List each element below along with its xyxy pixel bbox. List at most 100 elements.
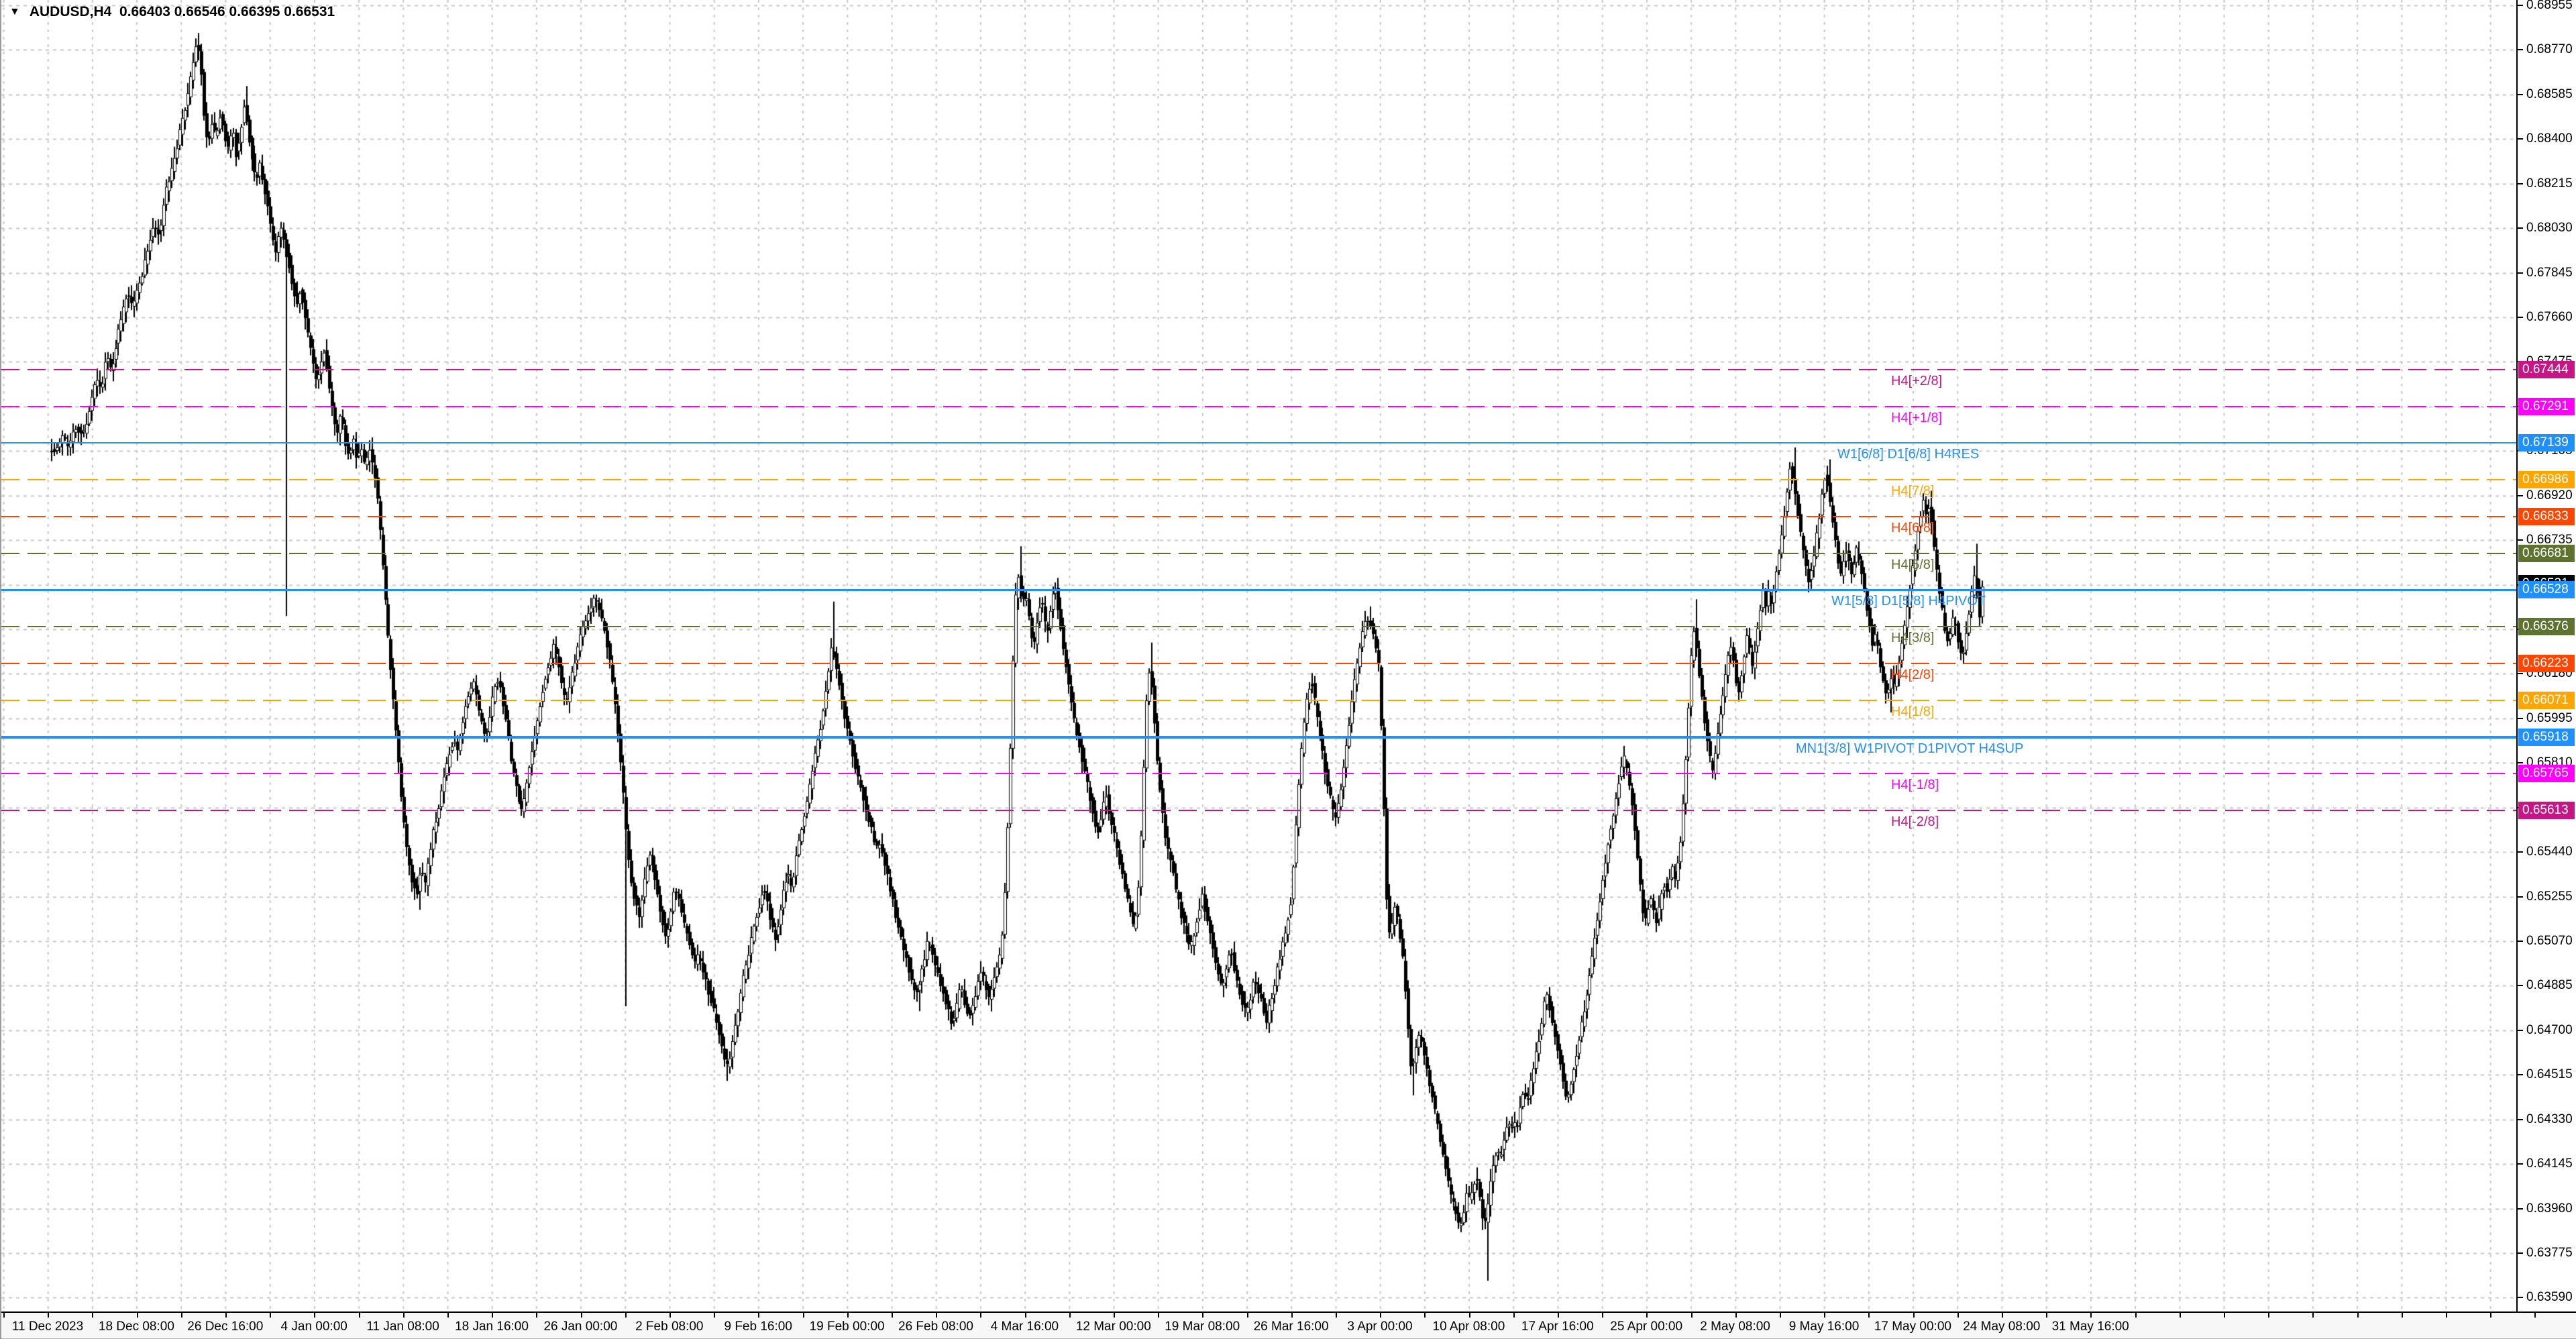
x-axis-tick-mark xyxy=(2401,1313,2403,1318)
x-axis-tick-mark xyxy=(625,1313,627,1318)
x-axis-time-label: 2 May 08:00 xyxy=(1700,1320,1770,1334)
y-axis-tick-label: 0.64700 xyxy=(2526,1022,2573,1037)
x-axis-tick-mark xyxy=(92,1313,94,1318)
x-axis-time-label: 25 Apr 00:00 xyxy=(1610,1320,1683,1334)
x-axis-time-label: 26 Mar 16:00 xyxy=(1253,1320,1329,1334)
price-badge-w1-6-8-d1-6-8-h4res: 0.67139 xyxy=(2518,434,2575,452)
ohlc-values: 0.66403 0.66546 0.66395 0.66531 xyxy=(119,4,335,19)
x-axis-time-label: 4 Jan 00:00 xyxy=(280,1320,347,1334)
level-line-h4-plus-2-8[interactable] xyxy=(1,368,2519,370)
x-axis-time-label: 9 Feb 16:00 xyxy=(724,1320,792,1334)
y-axis-tick-label: 0.64145 xyxy=(2526,1157,2573,1171)
x-axis-tick-mark xyxy=(980,1313,982,1318)
y-axis-tick-mark xyxy=(2518,673,2523,675)
x-axis-tick-mark xyxy=(1957,1313,1959,1318)
y-axis-tick-label: 0.66735 xyxy=(2526,533,2573,547)
x-axis-tick-mark xyxy=(1602,1313,1604,1318)
y-axis-tick-mark xyxy=(2518,49,2523,51)
x-axis-time-label: 18 Dec 08:00 xyxy=(98,1320,174,1334)
x-axis-tick-mark xyxy=(2046,1313,2048,1318)
level-line-h4-5-8[interactable] xyxy=(1,552,2519,554)
x-axis-tick-mark xyxy=(892,1313,893,1318)
x-axis-time-label: 18 Jan 16:00 xyxy=(455,1320,529,1334)
x-axis-tick-mark xyxy=(1024,1313,1026,1318)
x-axis-tick-mark xyxy=(225,1313,227,1318)
x-axis-tick-mark xyxy=(536,1313,538,1318)
x-axis-tick-mark xyxy=(1336,1313,1337,1318)
price-axis[interactable]: 0.68955 0.68770 0.68585 0.68400 0.68215 0.680… xyxy=(2516,0,2576,1311)
x-axis-tick-mark xyxy=(1824,1313,1826,1318)
level-line-w1-6-8-d1-6-8-h4res[interactable] xyxy=(1,442,2519,444)
x-axis-time-label: 31 May 16:00 xyxy=(2051,1320,2129,1334)
time-axis[interactable]: 11 Dec 2023 18 Dec 08:00 26 Dec 16:00 4 Jan… xyxy=(1,1311,2576,1339)
x-axis-tick-mark xyxy=(48,1313,50,1318)
y-axis-tick-label: 0.68770 xyxy=(2526,42,2573,57)
y-axis-tick-label: 0.67845 xyxy=(2526,265,2573,280)
x-axis-time-label: 11 Jan 08:00 xyxy=(366,1320,439,1334)
x-axis-time-label: 9 May 16:00 xyxy=(1788,1320,1860,1334)
level-line-h4-minus-2-8[interactable] xyxy=(1,810,2519,812)
y-axis-tick-mark xyxy=(2518,317,2523,318)
x-axis-time-label: 12 Mar 00:00 xyxy=(1075,1320,1151,1334)
price-badge-h4-1-8: 0.66071 xyxy=(2518,691,2575,709)
x-axis-tick-mark xyxy=(447,1313,449,1318)
x-axis-tick-mark xyxy=(136,1313,138,1318)
x-axis-time-label: 17 May 00:00 xyxy=(1874,1320,1951,1334)
price-badge-h4-3-8: 0.66376 xyxy=(2518,618,2575,636)
level-line-h4-plus-1-8[interactable] xyxy=(1,405,2519,407)
y-axis-tick-mark xyxy=(2518,896,2523,898)
x-axis-time-label: 4 Mar 16:00 xyxy=(990,1320,1059,1334)
level-label-h4-1-8: H4[1/8] xyxy=(1891,704,1935,719)
x-axis-time-label: 26 Feb 08:00 xyxy=(898,1320,973,1334)
x-axis-tick-mark xyxy=(1780,1313,1781,1318)
x-axis-tick-mark xyxy=(1558,1313,1559,1318)
level-label-h4-plus-1-8: H4[+1/8] xyxy=(1891,410,1943,425)
y-axis-tick-label: 0.68400 xyxy=(2526,131,2573,146)
level-label-w1-5-8-d1-5-8-h4pivot: W1[5/8] D1[5/8] H4PIVOT xyxy=(1831,594,1986,609)
price-badge-h4-minus-2-8: 0.65613 xyxy=(2518,802,2575,820)
level-line-h4-6-8[interactable] xyxy=(1,515,2519,517)
y-axis-tick-label: 0.63590 xyxy=(2526,1290,2573,1305)
price-badge-h4-plus-1-8: 0.67291 xyxy=(2518,397,2575,415)
level-label-h4-7-8: H4[7/8] xyxy=(1891,484,1935,499)
y-axis-tick-mark xyxy=(2518,851,2523,853)
level-line-h4-1-8[interactable] xyxy=(1,699,2519,701)
x-axis-tick-mark xyxy=(2490,1313,2492,1318)
y-axis-tick-mark xyxy=(2518,227,2523,229)
x-axis-time-label: 17 Apr 16:00 xyxy=(1521,1320,1594,1334)
x-axis-tick-mark xyxy=(1868,1313,1870,1318)
x-axis-tick-mark xyxy=(358,1313,360,1318)
x-axis-tick-mark xyxy=(580,1313,582,1318)
x-axis-tick-mark xyxy=(1424,1313,1426,1318)
x-axis-time-label: 26 Jan 00:00 xyxy=(543,1320,618,1334)
x-axis-tick-mark xyxy=(402,1313,405,1318)
x-axis-tick-mark xyxy=(2446,1313,2447,1318)
level-label-h4-3-8: H4[3/8] xyxy=(1891,631,1935,646)
y-axis-tick-label: 0.64330 xyxy=(2526,1112,2573,1126)
level-line-h4-minus-1-8[interactable] xyxy=(1,773,2519,775)
level-line-mn1-3-8-w1pivot-d1pivot-h4sup[interactable] xyxy=(1,735,2519,739)
level-line-h4-3-8[interactable] xyxy=(1,626,2519,628)
price-badge-h4-minus-1-8: 0.65765 xyxy=(2518,765,2575,783)
x-axis-tick-mark xyxy=(2312,1313,2314,1318)
y-axis-tick-mark xyxy=(2518,1118,2523,1120)
symbol-dropdown-arrow-icon[interactable]: ▼ xyxy=(9,6,20,17)
y-axis-tick-label: 0.63960 xyxy=(2526,1201,2573,1216)
y-axis-tick-label: 0.65995 xyxy=(2526,710,2573,725)
y-axis-tick-mark xyxy=(2518,138,2523,140)
y-axis-tick-mark xyxy=(2518,494,2523,496)
y-axis-tick-mark xyxy=(2518,1163,2523,1165)
y-axis-tick-label: 0.63775 xyxy=(2526,1246,2573,1261)
x-axis-tick-mark xyxy=(802,1313,804,1318)
x-axis-tick-mark xyxy=(1468,1313,1470,1318)
x-axis-time-label: 3 Apr 00:00 xyxy=(1347,1320,1413,1334)
y-axis-tick-mark xyxy=(2518,717,2523,719)
y-axis-tick-mark xyxy=(2518,985,2523,987)
level-line-h4-2-8[interactable] xyxy=(1,663,2519,664)
level-label-h4-minus-2-8: H4[-2/8] xyxy=(1891,814,1939,830)
level-line-h4-7-8[interactable] xyxy=(1,479,2519,481)
level-line-w1-5-8-d1-5-8-h4pivot[interactable] xyxy=(1,588,2519,591)
level-label-h4-5-8: H4[5/8] xyxy=(1891,557,1935,572)
x-axis-tick-mark xyxy=(1114,1313,1115,1318)
